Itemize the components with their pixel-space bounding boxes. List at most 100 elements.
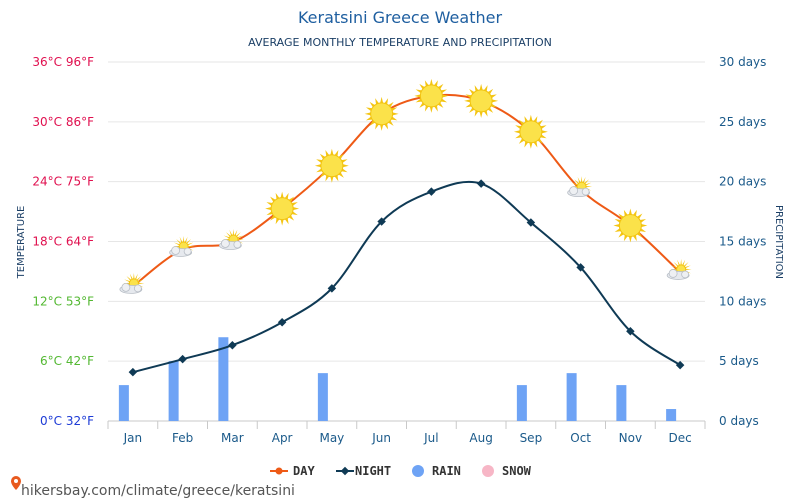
sun-ray [334,150,339,157]
month-label: Oct [570,431,591,445]
sun-ray [330,176,334,183]
sun-disc [519,120,543,144]
left-axis-title: TEMPERATURE [16,206,27,280]
sun-ray [533,116,538,123]
sun-ray [490,94,497,99]
sun-ray [639,228,647,233]
month-label: Jan [123,431,143,445]
sun-ray [133,272,135,279]
sun-ray [586,186,593,188]
chart-title: Keratsini Greece Weather [298,8,502,27]
partly-cloudy-icon [169,235,195,257]
location-pin-icon [11,476,21,490]
sun-ray [179,236,183,243]
rain-bars [118,337,677,421]
sun-ray [483,110,488,117]
sun-ray [429,78,433,86]
rain-bar [168,361,179,421]
legend-night[interactable]: NIGHT [336,464,391,478]
sun-ray [442,94,449,98]
cloud-puff [668,269,678,278]
sun-ray [474,85,479,92]
sun-ray [237,235,244,239]
sun-ray [188,245,195,248]
night-point [228,340,237,350]
sun-ray [524,116,529,123]
right-tick-label: 30 days [719,55,766,69]
rain-bar [666,409,677,421]
sun-ray [375,98,379,105]
sun-ray [284,218,289,225]
sun-ray [540,134,547,139]
left-tick-label: 30°C 86°F [32,115,94,129]
night-point [576,263,585,272]
month-label: Jun [371,431,391,445]
night-point [277,318,287,327]
sun-ray [677,259,680,266]
sun-disc [618,214,642,238]
legend-night-label: NIGHT [355,464,391,478]
sun-ray [266,211,273,216]
sun-ray [384,123,389,130]
rain-bar [118,385,129,421]
sun-ray [173,242,180,246]
sun-ray [234,229,238,236]
day-temperature-line [132,93,681,288]
partly-cloudy-icon [567,176,593,198]
month-label: Nov [619,431,642,445]
legend-rain[interactable]: RAIN [412,464,461,478]
partly-cloudy-icon [119,272,145,294]
left-tick-label: 24°C 75°F [32,175,94,189]
sun-ray [613,224,620,228]
left-tick-label: 18°C 64°F [32,235,94,249]
month-axis: Jan Feb Mar Apr May Jun Jul Aug Sep Oct Nov Dec [123,431,692,445]
sun-ray [515,134,522,139]
month-label: Apr [272,431,293,445]
sun-ray [316,159,323,163]
sun-ray [380,124,384,131]
cloud-puff [121,282,131,292]
partly-cloudy-icon [666,258,692,280]
sun-ray [414,94,421,98]
sun-disc [469,89,493,113]
sun-ray [341,159,348,163]
watermark[interactable]: hikersbay.com/climate/greece/keratsini [11,476,295,499]
sun-ray [342,164,349,168]
sun-ray [483,85,488,92]
sun-ray [384,98,389,105]
sun-ray [126,275,132,281]
sun-ray [137,279,144,283]
legend-day[interactable]: DAY [270,464,315,478]
sun-ray [434,80,438,87]
sun-icon [265,191,300,226]
sun-disc [370,102,394,126]
legend-day-label: DAY [293,464,315,478]
sun-ray [614,228,621,233]
sun-ray [524,141,529,148]
sun-ray [176,239,181,244]
sun-ray [136,275,142,281]
sun-ray [266,202,273,206]
legend-rain-label: RAIN [432,464,461,478]
sun-ray [479,83,483,90]
sun-ray [365,107,373,112]
night-point [178,354,187,364]
sun-ray [391,107,398,112]
night-point [675,360,685,370]
sun-ray [415,89,422,94]
night-point [476,179,486,188]
sun-ray [479,111,483,118]
sun-ray [280,219,284,226]
sun-ray [275,192,280,200]
sun-ray [236,232,241,237]
sun-ray [380,96,384,103]
sun-ray [440,89,448,94]
sun-ray [232,228,235,236]
month-label: May [319,431,344,445]
month-label: Aug [469,431,492,445]
sun-ray [365,116,373,121]
month-label: Dec [669,431,692,445]
sun-ray [628,236,632,243]
sun-ray [474,110,479,117]
legend-snow[interactable]: SNOW [482,464,532,478]
